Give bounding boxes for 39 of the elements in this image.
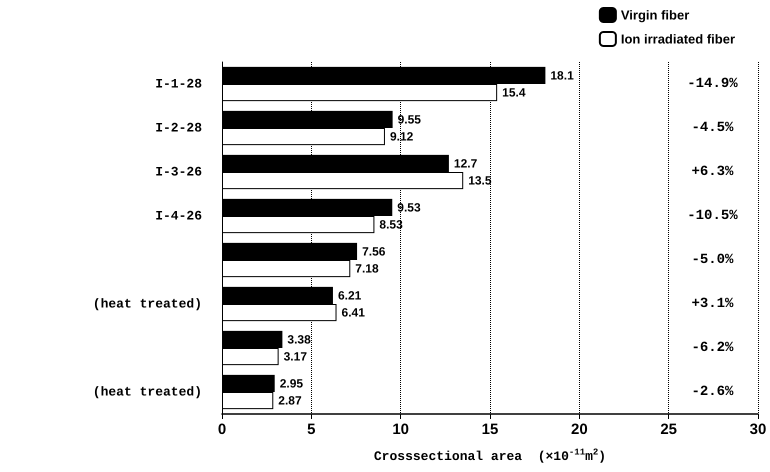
legend-label: Virgin fiber [620, 8, 690, 22]
data-label: 13.5 [468, 174, 492, 188]
annotation: -2.6% [691, 384, 734, 400]
annotation: -6.2% [691, 340, 734, 356]
annotation: -5.0% [691, 252, 734, 268]
x-tick-label: 0 [218, 421, 226, 438]
y-tick-label: I-2-28 [155, 120, 202, 136]
data-label: 9.55 [398, 112, 422, 126]
y-tick-label: I-3-26 [155, 164, 202, 180]
y-tick-label: (heat treated) [92, 384, 202, 400]
x-tick-label: 5 [307, 421, 316, 438]
data-label: 2.95 [280, 376, 304, 390]
y-tick-label: I-4-26 [155, 208, 202, 224]
annotation: -4.5% [691, 120, 734, 136]
annotation: +6.3% [691, 164, 734, 180]
data-label: 2.87 [278, 394, 302, 408]
annotation: -14.9% [687, 76, 738, 92]
y-tick-label: (heat treated) [92, 296, 202, 312]
data-label: 8.53 [379, 218, 404, 232]
x-tick-label: 15 [482, 421, 498, 438]
data-label: 7.56 [362, 244, 386, 258]
legend-label: Ion irradiated fiber [620, 32, 736, 46]
data-label: 3.38 [287, 332, 312, 346]
data-label: 7.18 [355, 262, 379, 276]
data-label: 3.17 [284, 350, 308, 364]
x-tick-label: 20 [570, 421, 588, 438]
annotation: -10.5% [687, 208, 738, 224]
data-label: 6.41 [342, 306, 366, 320]
annotation: +3.1% [691, 296, 734, 312]
x-tick-label: 25 [660, 421, 678, 438]
data-label: 12.7 [454, 156, 478, 170]
data-label: 9.53 [397, 200, 421, 214]
data-label: 6.21 [338, 288, 362, 302]
x-tick-label: 30 [750, 421, 766, 438]
data-label: 18.1 [550, 68, 574, 82]
x-tick-label: 10 [392, 421, 410, 438]
data-label: 9.12 [390, 130, 414, 144]
y-tick-label: I-1-28 [155, 76, 202, 92]
data-label: 15.4 [502, 86, 526, 100]
